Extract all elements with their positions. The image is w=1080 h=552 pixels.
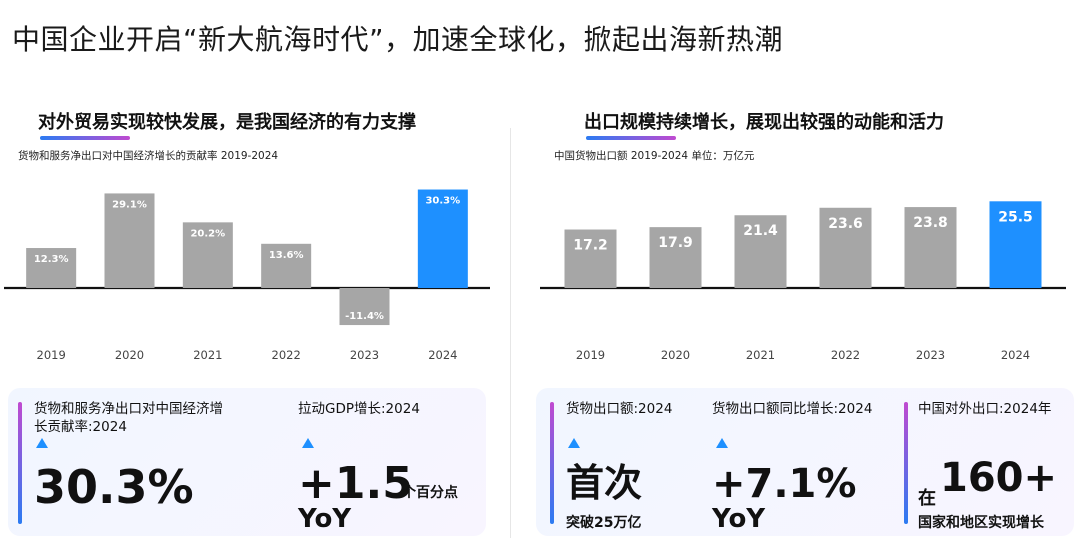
bar-2019 (564, 229, 617, 288)
kpi-export-value: 货物出口额:2024 首次 突破25万亿 (550, 400, 690, 531)
kpi-value: +1.5 (298, 458, 413, 509)
x-tick-label: 2020 (115, 348, 144, 362)
bar-2022 (261, 243, 312, 288)
x-tick-label: 2023 (350, 348, 379, 362)
kpi-label: 货物出口额同比增长:2024 (712, 401, 873, 417)
up-arrow-icon (36, 438, 48, 448)
right-section-title: 出口规模持续增长，展现出较强的动能和活力 (584, 108, 944, 140)
page-title: 中国企业开启“新大航海时代”，加速全球化，掀起出海新热潮 (12, 23, 784, 56)
right-section-title-text: 出口规模持续增长，展现出较强的动能和活力 (584, 112, 944, 133)
kpi-accent-bar (18, 402, 22, 524)
bar-2023 (904, 207, 957, 288)
x-tick-label: 2020 (661, 348, 690, 362)
bar-2019 (26, 248, 77, 288)
kpi-value: 首次 (566, 461, 643, 505)
kpi-sub: 突破25万亿 (566, 515, 642, 531)
x-tick-label: 2022 (831, 348, 860, 362)
x-tick-label: 2024 (428, 348, 457, 362)
kpi-label: 货物和服务净出口对中国经济增长贡献率:2024 (34, 401, 223, 435)
bar-2021 (182, 222, 233, 288)
kpi-label: 货物出口额:2024 (566, 401, 673, 417)
bar-value-label: 25.5 (998, 209, 1033, 225)
contribution-bar-chart: 12.3% 2019 29.1% 2020 20.2% 2021 13.6% 2022 -11.… (4, 189, 490, 362)
bar-2020 (649, 227, 702, 288)
kpi-accent-bar (550, 402, 554, 524)
bar-2022 (819, 207, 872, 288)
left-section-title-text: 对外贸易实现较快发展，是我国经济的有力支撑 (38, 112, 416, 133)
kpi-accent-bar (904, 402, 908, 524)
right-kpi-card: 货物出口额:2024 首次 突破25万亿 货物出口额同比增长:2024 +7.1… (536, 388, 1074, 536)
up-arrow-icon (568, 438, 580, 448)
kpi-sub: 国家和地区实现增长 (918, 515, 1044, 531)
bar-value-label: 23.8 (913, 215, 948, 231)
kpi-label: 拉动GDP增长:2024 (298, 401, 420, 417)
kpi-unit: 个百分点 (402, 485, 458, 501)
bar-value-label: 12.3% (34, 254, 69, 265)
bar-2024 (989, 201, 1042, 288)
bar-value-label: -11.4% (345, 311, 384, 322)
bar-value-label: 30.3% (425, 196, 460, 207)
kpi-suffix: YoY (712, 504, 766, 534)
kpi-export-growth: 货物出口额同比增长:2024 +7.1% YoY (712, 400, 902, 534)
kpi-countries: 中国对外出口:2024年 在 160+ 国家和地区实现增长 (904, 400, 1070, 531)
kpi-prefix: 在 (918, 488, 936, 509)
up-arrow-icon (716, 438, 728, 448)
bar-value-label: 17.2 (573, 238, 608, 254)
x-tick-label: 2024 (1001, 348, 1030, 362)
x-tick-label: 2022 (272, 348, 301, 362)
bar-value-label: 20.2% (190, 228, 225, 239)
export-bar-chart: 17.2 2019 17.9 2020 21.4 2021 23.6 2022 23.8 2023… (540, 201, 1066, 362)
bar-value-label: 21.4 (743, 223, 778, 239)
kpi-label: 中国对外出口:2024年 (918, 401, 1052, 417)
bar-2023 (339, 288, 390, 326)
kpi-suffix: YoY (298, 504, 352, 534)
x-tick-label: 2021 (746, 348, 775, 362)
bar-2020 (104, 193, 155, 288)
bar-value-label: 23.6 (828, 216, 863, 232)
bar-value-label: 29.1% (112, 199, 147, 210)
x-tick-label: 2019 (576, 348, 605, 362)
bar-value-label: 17.9 (658, 235, 693, 251)
up-arrow-icon (302, 438, 314, 448)
kpi-value: +7.1% (712, 461, 857, 507)
bar-2021 (734, 215, 787, 288)
kpi-value: 30.3% (34, 460, 194, 514)
x-tick-label: 2019 (37, 348, 66, 362)
bar-2024 (417, 189, 468, 288)
section-divider (510, 128, 511, 538)
right-title-underline (586, 136, 676, 140)
x-tick-label: 2021 (193, 348, 222, 362)
kpi-contribution: 货物和服务净出口对中国经济增长贡献率:2024 30.3% (18, 400, 258, 530)
left-kpi-card: 货物和服务净出口对中国经济增长贡献率:2024 30.3% 拉动GDP增长:20… (8, 388, 486, 536)
bar-value-label: 13.6% (269, 250, 304, 261)
kpi-gdp-pull: 拉动GDP增长:2024 +1.5 个百分点 YoY (298, 400, 483, 534)
x-tick-label: 2023 (916, 348, 945, 362)
kpi-value: 160+ (940, 455, 1058, 501)
left-chart-subtitle: 货物和服务净出口对中国经济增长的贡献率 2019-2024 (18, 150, 279, 162)
left-title-underline (40, 136, 130, 140)
right-chart-subtitle: 中国货物出口额 2019-2024 单位：万亿元 (554, 150, 755, 162)
left-section-title: 对外贸易实现较快发展，是我国经济的有力支撑 (38, 108, 416, 140)
